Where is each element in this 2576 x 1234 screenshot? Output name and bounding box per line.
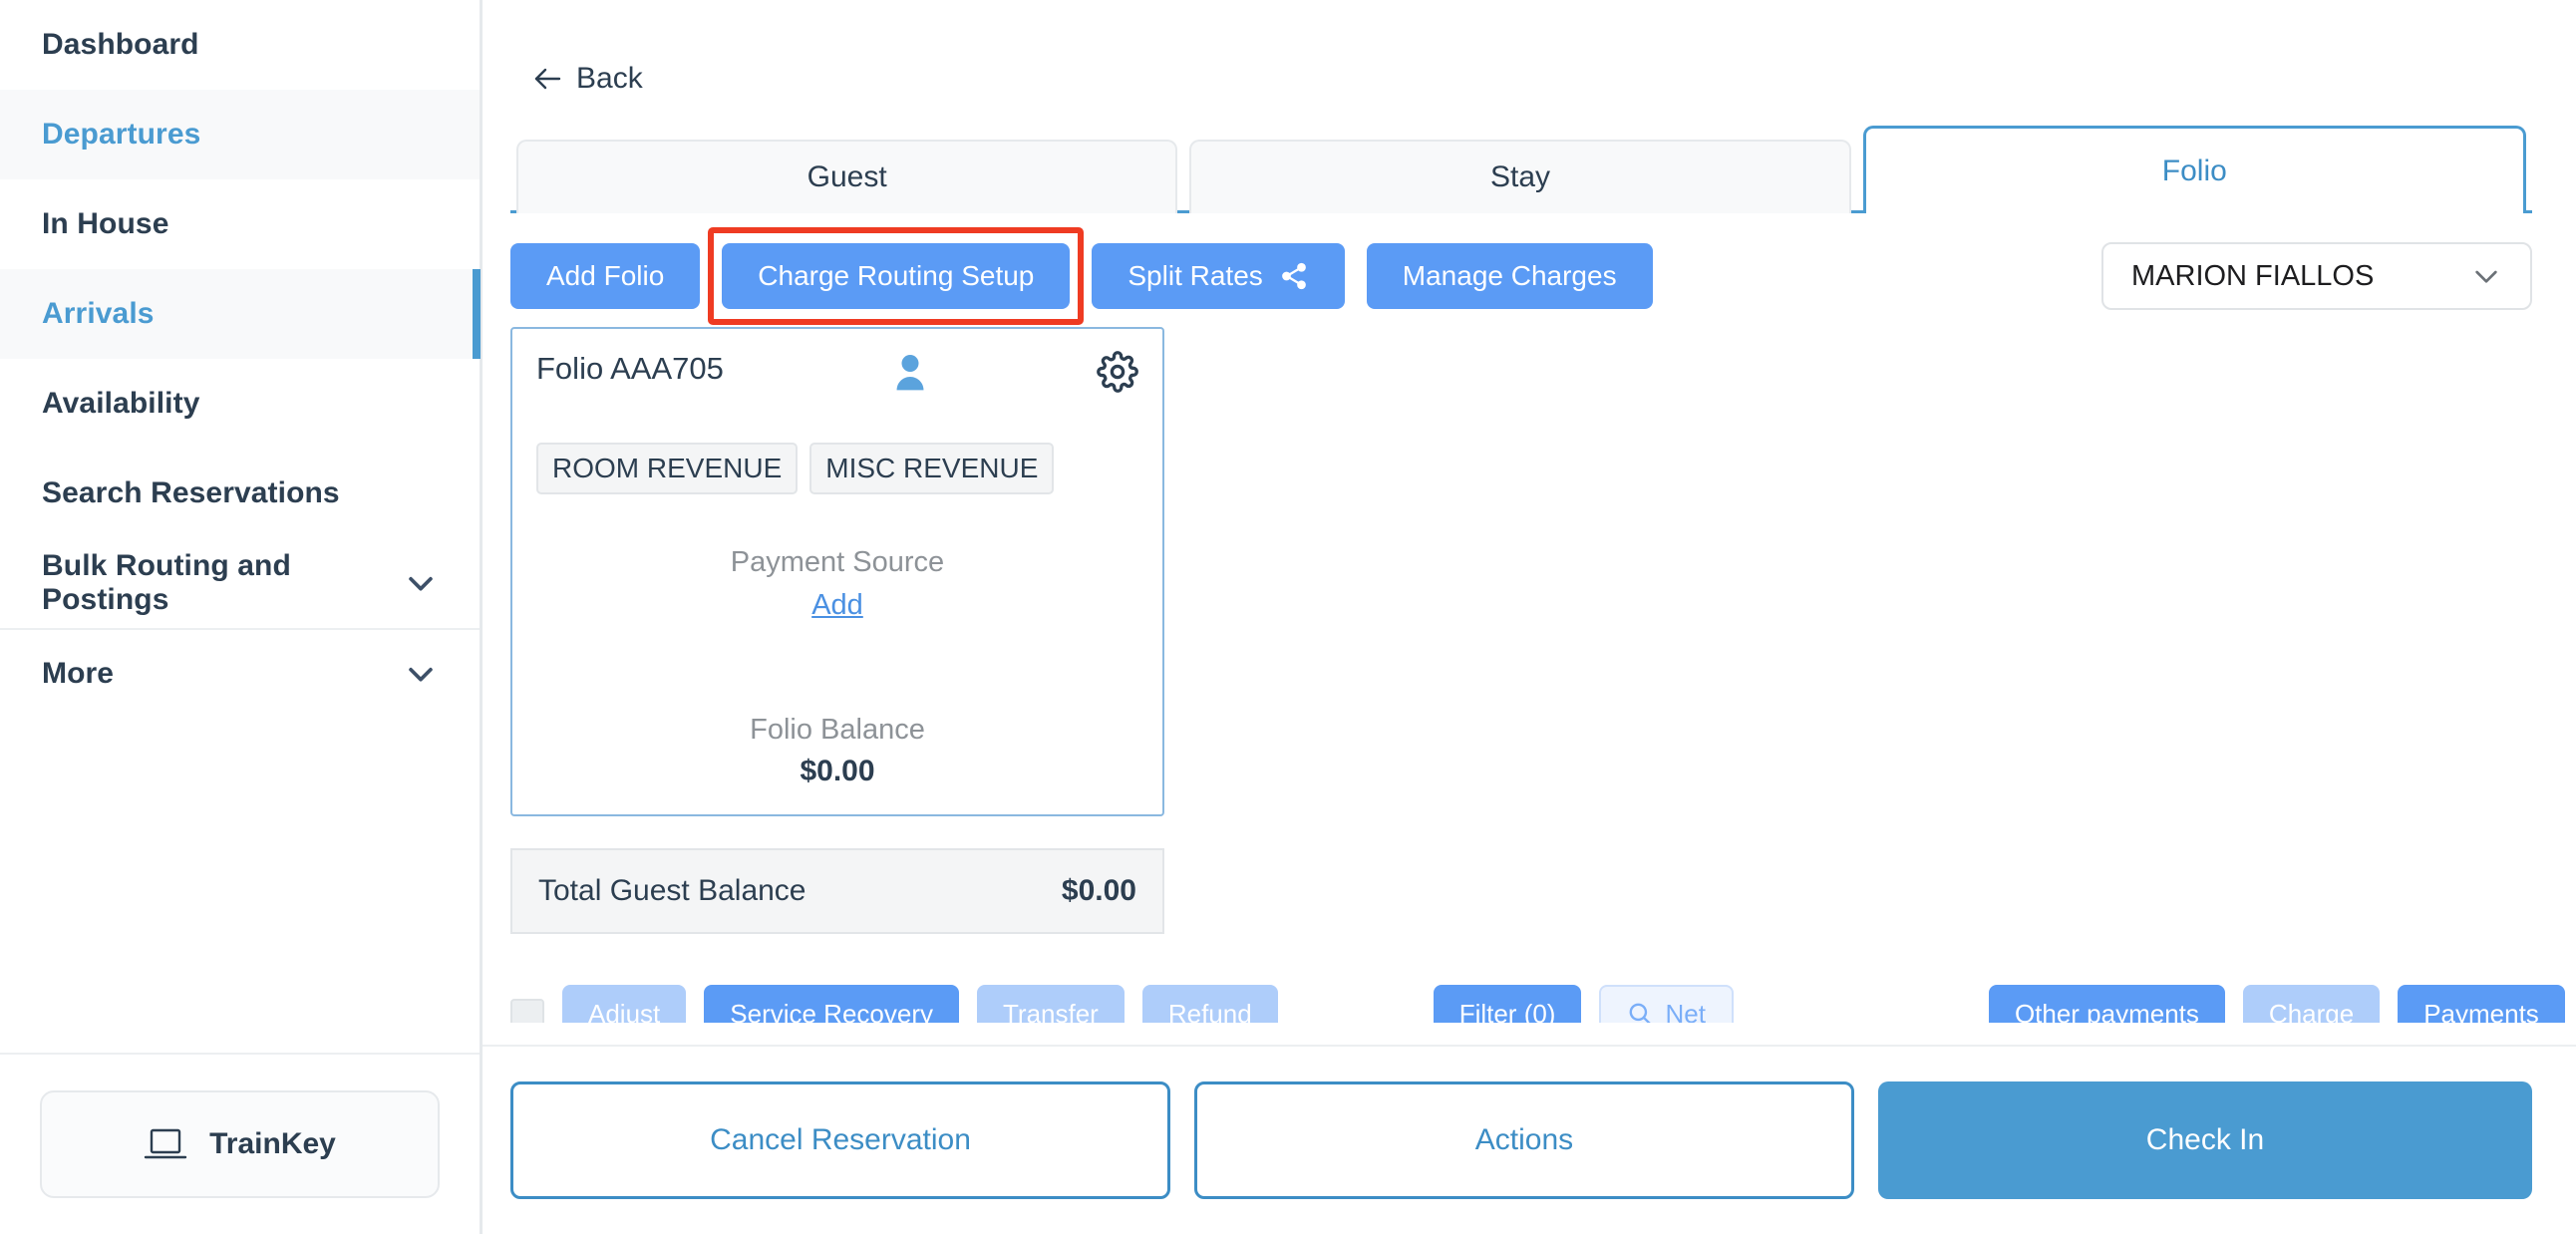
- sidebar-item-label: More: [42, 657, 115, 690]
- add-folio-label: Add Folio: [546, 260, 665, 291]
- transfer-button[interactable]: Transfer: [977, 985, 1125, 1023]
- sidebar-item-in-house[interactable]: In House: [0, 179, 480, 269]
- main-content: Back Guest Stay Folio Add Folio: [483, 0, 2576, 1234]
- person-icon: [724, 351, 1097, 391]
- cancel-reservation-label: Cancel Reservation: [710, 1123, 971, 1156]
- sidebar-item-label: Bulk Routing and Postings: [42, 549, 291, 616]
- split-rates-label: Split Rates: [1127, 260, 1263, 291]
- filter-button[interactable]: Filter (0): [1433, 985, 1582, 1023]
- charges-toolbar-clipped: Adjust Service Recovery Transfer Refund …: [510, 985, 2576, 1023]
- manage-charges-button-wrap: Manage Charges: [1366, 243, 1653, 309]
- cancel-reservation-button[interactable]: Cancel Reservation: [510, 1081, 1170, 1199]
- tab-stay[interactable]: Stay: [1189, 140, 1851, 213]
- sidebar-spacer: [0, 718, 480, 1053]
- tab-bar: Guest Stay Folio: [483, 126, 2576, 213]
- payment-source-add-link[interactable]: Add: [811, 589, 863, 621]
- total-guest-balance-row: Total Guest Balance $0.00: [510, 848, 1164, 934]
- sidebar-footer: TrainKey: [0, 1053, 480, 1234]
- gear-icon[interactable]: [1097, 351, 1138, 393]
- tab-label: Stay: [1489, 160, 1550, 193]
- adjust-button[interactable]: Adjust: [562, 985, 687, 1023]
- trainkey-label: TrainKey: [209, 1127, 336, 1160]
- chip-room-revenue[interactable]: ROOM REVENUE: [536, 443, 799, 494]
- check-in-button[interactable]: Check In: [1878, 1081, 2532, 1199]
- manage-charges-label: Manage Charges: [1402, 260, 1617, 291]
- folio-card-header: Folio AAA705: [536, 351, 1138, 393]
- guest-select[interactable]: MARION FIALLOS: [2101, 242, 2532, 310]
- revenue-chips: ROOM REVENUE MISC REVENUE: [536, 443, 1138, 494]
- charge-routing-setup-button[interactable]: Charge Routing Setup: [722, 243, 1071, 309]
- charge-button[interactable]: Charge: [2242, 985, 2381, 1023]
- payment-source-block: Payment Source Add: [536, 546, 1138, 622]
- tab-folio[interactable]: Folio: [1862, 126, 2526, 213]
- actions-button[interactable]: Actions: [1194, 1081, 1854, 1199]
- split-rates-button[interactable]: Split Rates: [1092, 243, 1345, 309]
- payment-source-label: Payment Source: [730, 546, 945, 578]
- manage-charges-button[interactable]: Manage Charges: [1366, 243, 1653, 309]
- sidebar: Dashboard Departures In House Arrivals A…: [0, 0, 483, 1234]
- folio-balance-label: Folio Balance: [750, 714, 925, 746]
- sidebar-item-label: Search Reservations: [42, 476, 340, 509]
- charge-routing-setup-label: Charge Routing Setup: [758, 260, 1035, 291]
- sidebar-item-search-reservations[interactable]: Search Reservations: [0, 449, 480, 538]
- sidebar-item-label: Dashboard: [42, 28, 199, 61]
- net-toggle-button[interactable]: Net: [1599, 985, 1734, 1024]
- select-all-checkbox[interactable]: [510, 999, 544, 1023]
- payments-button[interactable]: Payments: [2398, 985, 2565, 1023]
- folio-balance-block: Folio Balance $0.00: [536, 714, 1138, 788]
- sidebar-nav: Dashboard Departures In House Arrivals A…: [0, 0, 481, 718]
- service-recovery-button[interactable]: Service Recovery: [704, 985, 959, 1023]
- back-button[interactable]: Back: [483, 0, 643, 96]
- folio-card: Folio AAA705 RO: [510, 327, 1164, 816]
- total-guest-balance-value: $0.00: [1061, 874, 1136, 907]
- charge-routing-setup-button-wrap: Charge Routing Setup: [708, 227, 1085, 325]
- sidebar-item-arrivals[interactable]: Arrivals: [0, 269, 481, 359]
- refund-button[interactable]: Refund: [1141, 985, 1278, 1023]
- other-payments-button[interactable]: Other payments: [1988, 985, 2225, 1023]
- folio-balance-value: $0.00: [800, 755, 875, 787]
- tab-label: Guest: [806, 160, 887, 193]
- sidebar-item-label: Availability: [42, 387, 200, 420]
- back-label: Back: [576, 62, 643, 95]
- sidebar-item-label: Arrivals: [42, 297, 155, 330]
- search-icon: [1627, 1001, 1653, 1023]
- folio-area: Folio AAA705 RO: [483, 317, 2576, 934]
- sidebar-item-departures[interactable]: Departures: [0, 90, 480, 179]
- sidebar-item-label: Departures: [42, 118, 201, 151]
- laptop-icon: [144, 1127, 187, 1161]
- sidebar-item-more[interactable]: More: [0, 628, 480, 718]
- folio-action-bar: Add Folio Charge Routing Setup Split Rat…: [483, 227, 2576, 325]
- sidebar-item-bulk-routing-and-postings[interactable]: Bulk Routing and Postings: [0, 538, 480, 628]
- chevron-down-icon: [2470, 260, 2502, 292]
- chevron-down-icon: [404, 566, 438, 600]
- sidebar-item-dashboard[interactable]: Dashboard: [0, 0, 480, 90]
- total-guest-balance-label: Total Guest Balance: [538, 874, 806, 907]
- chevron-down-icon: [404, 657, 438, 691]
- sidebar-item-label: In House: [42, 207, 169, 240]
- bottom-action-bar: Cancel Reservation Actions Check In: [483, 1045, 2576, 1234]
- add-folio-button-wrap: Add Folio: [510, 243, 701, 309]
- folio-title: Folio AAA705: [536, 351, 724, 386]
- tab-guest[interactable]: Guest: [516, 140, 1178, 213]
- check-in-label: Check In: [2145, 1123, 2265, 1156]
- share-icon: [1279, 261, 1309, 291]
- sidebar-item-availability[interactable]: Availability: [0, 359, 480, 449]
- chip-misc-revenue[interactable]: MISC REVENUE: [809, 443, 1055, 494]
- arrow-left-icon: [532, 66, 562, 92]
- net-toggle-label: Net: [1665, 998, 1706, 1024]
- trainkey-button[interactable]: TrainKey: [40, 1090, 440, 1198]
- add-folio-button[interactable]: Add Folio: [510, 243, 701, 309]
- split-rates-button-wrap: Split Rates: [1092, 243, 1345, 309]
- tab-label: Folio: [2161, 154, 2227, 187]
- actions-label: Actions: [1474, 1123, 1574, 1156]
- guest-select-value: MARION FIALLOS: [2131, 259, 2375, 292]
